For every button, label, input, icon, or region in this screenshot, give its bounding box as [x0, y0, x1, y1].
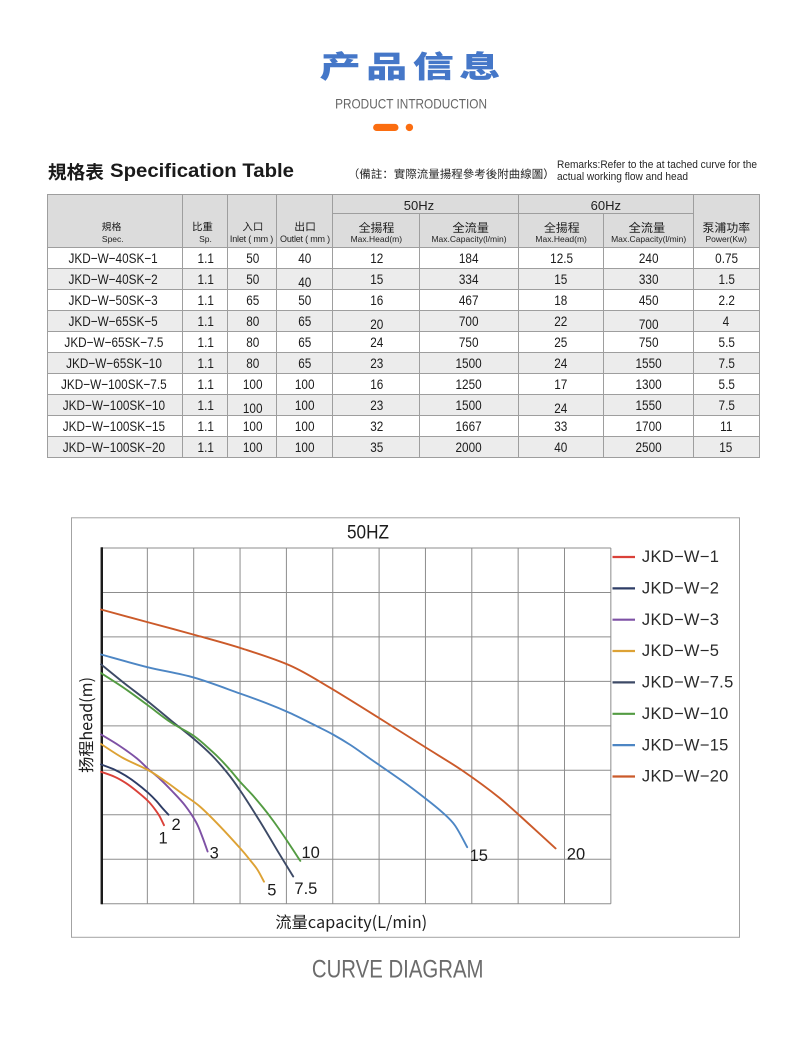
- svg-text:2: 2: [172, 816, 181, 834]
- svg-text:20: 20: [567, 845, 585, 863]
- svg-text:7.5: 7.5: [294, 880, 317, 898]
- svg-text:JKD−W−5: JKD−W−5: [642, 642, 719, 660]
- svg-text:JKD−W−20: JKD−W−20: [642, 768, 729, 786]
- svg-text:10: 10: [302, 844, 320, 862]
- svg-text:JKD−W−7.5: JKD−W−7.5: [642, 674, 734, 692]
- svg-text:JKD−W−15: JKD−W−15: [642, 736, 729, 754]
- svg-text:actual working flow and head: actual working flow and head: [557, 171, 688, 183]
- svg-text:CURVE DIAGRAM: CURVE DIAGRAM: [312, 955, 484, 983]
- svg-text:1: 1: [159, 830, 168, 848]
- svg-text:50HZ: 50HZ: [347, 522, 389, 543]
- svg-text:JKD−W−3: JKD−W−3: [642, 611, 719, 629]
- svg-text:3: 3: [210, 845, 219, 863]
- svg-text:15: 15: [470, 847, 488, 865]
- svg-text:PRODUCT INTRODUCTION: PRODUCT INTRODUCTION: [335, 95, 487, 111]
- svg-text:JKD−W−1: JKD−W−1: [642, 548, 719, 566]
- svg-text:5: 5: [267, 881, 276, 899]
- svg-text:JKD−W−2: JKD−W−2: [642, 580, 719, 598]
- svg-text:JKD−W−10: JKD−W−10: [642, 705, 729, 723]
- svg-text:Specification Table: Specification Table: [110, 161, 294, 182]
- svg-text:Remarks:Refer to the at tached: Remarks:Refer to the at tached curve for…: [557, 159, 757, 171]
